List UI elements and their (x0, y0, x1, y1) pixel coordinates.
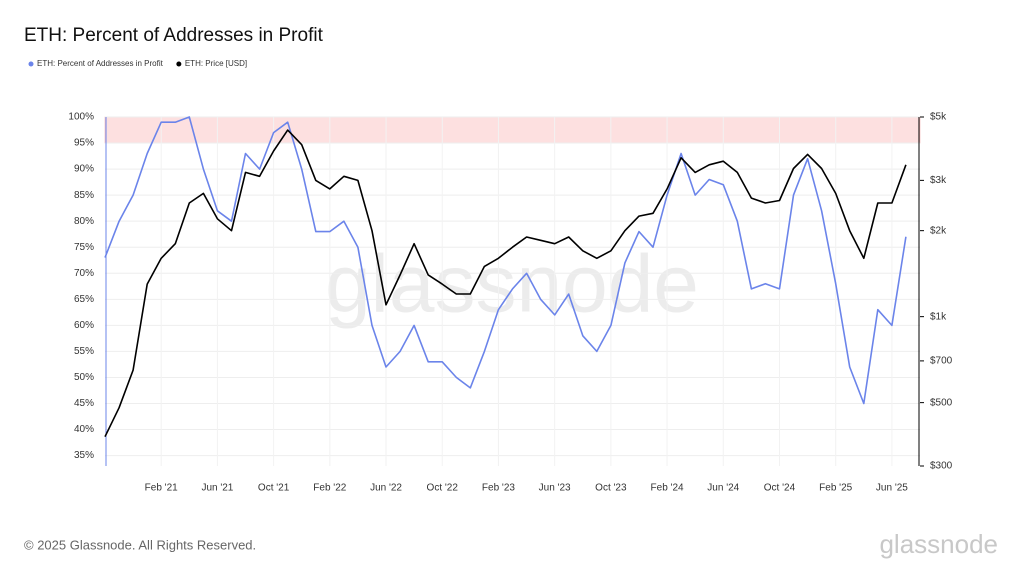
y-tick-label: 35% (74, 450, 94, 461)
y2-tick-label: $1k (930, 311, 947, 322)
y2-tick-label: $2k (930, 225, 947, 236)
x-tick-label: Feb '21 (145, 483, 178, 494)
y-tick-label: 65% (74, 294, 94, 305)
x-tick-label: Oct '21 (258, 483, 290, 494)
x-tick-label: Oct '22 (427, 483, 459, 494)
y-tick-label: 50% (74, 372, 94, 383)
watermark: glassnode (325, 239, 699, 330)
brand-logo: glassnode (879, 529, 998, 559)
y-tick-label: 95% (74, 138, 94, 149)
y2-tick-label: $5k (930, 112, 947, 123)
y-tick-label: 40% (74, 424, 94, 435)
x-tick-label: Jun '23 (539, 483, 571, 494)
series-line (104, 116, 907, 405)
y-tick-label: 75% (74, 242, 94, 253)
x-tick-label: Feb '24 (651, 483, 684, 494)
highlight-band (104, 116, 921, 144)
y2-tick-label: $500 (930, 397, 953, 408)
y-tick-label: 55% (74, 346, 94, 357)
y-tick-label: 85% (74, 190, 94, 201)
x-tick-label: Feb '23 (482, 483, 515, 494)
x-tick-label: Jun '21 (201, 483, 233, 494)
footer: © 2025 Glassnode. All Rights Reserved. (24, 537, 256, 552)
legend-marker (176, 61, 182, 67)
y-tick-label: 60% (74, 320, 94, 331)
y-tick-label: 45% (74, 398, 94, 409)
y-tick-label: 100% (68, 112, 94, 123)
x-tick-label: Feb '22 (313, 483, 346, 494)
legend-label: ETH: Percent of Addresses in Profit (37, 59, 164, 68)
legend-marker (28, 61, 34, 67)
series-line (104, 129, 907, 438)
x-tick-label: Feb '25 (819, 483, 852, 494)
x-tick-label: Jun '25 (876, 483, 908, 494)
x-tick-label: Oct '23 (595, 483, 627, 494)
x-tick-label: Jun '24 (707, 483, 739, 494)
y-tick-label: 80% (74, 216, 94, 227)
y2-tick-label: $300 (930, 461, 953, 472)
chart-title: ETH: Percent of Addresses in Profit (24, 25, 324, 46)
y2-tick-label: $700 (930, 356, 953, 367)
y-tick-label: 70% (74, 268, 94, 279)
x-tick-label: Jun '22 (370, 483, 402, 494)
y-tick-label: 90% (74, 164, 94, 175)
legend-label: ETH: Price [USD] (185, 59, 247, 68)
y2-tick-label: $3k (930, 175, 947, 186)
x-tick-label: Oct '24 (764, 483, 796, 494)
